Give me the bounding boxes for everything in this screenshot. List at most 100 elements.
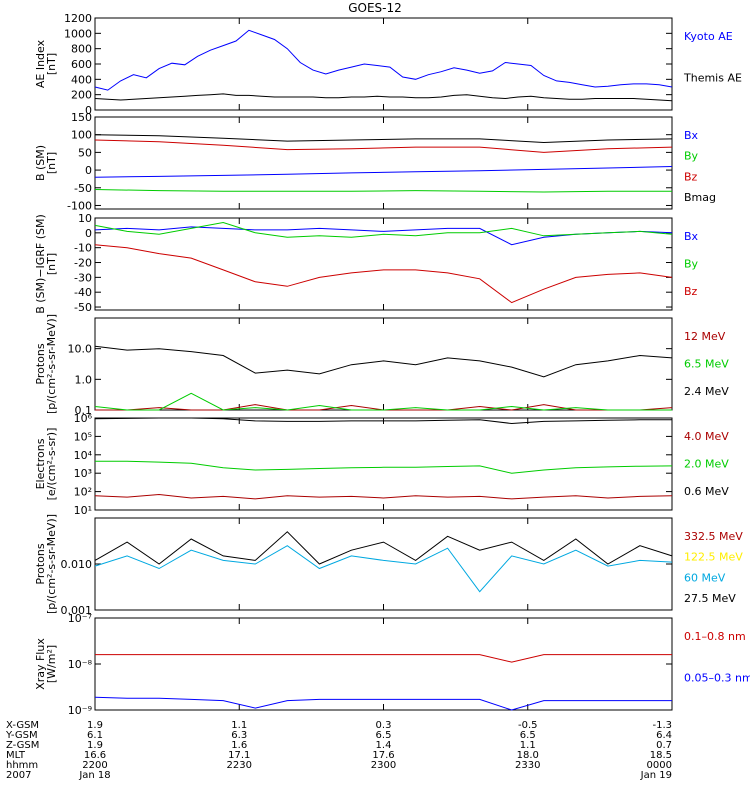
x-axis-table: X-GSM 1.9 1.1 0.3 -0.5 -1.3 Y-GSM 6.1 6.3 6.5 6.5 6…: [5, 720, 672, 781]
x-row-value: Jan 18: [78, 770, 110, 781]
legend-label: 0.1–0.8 nm: [684, 630, 746, 643]
x-row-value: 0.7: [656, 740, 672, 751]
series-line-themis-ae: [94, 93, 673, 102]
y-axis-label: [nT]: [45, 253, 58, 275]
series-line-bz: [94, 139, 673, 153]
legend-label: 6.5 MeV: [684, 358, 729, 371]
x-row-value: 1.9: [87, 740, 103, 751]
y-tick-label: -50: [74, 182, 92, 195]
panel-frame: [94, 517, 673, 611]
x-row-value: 6.5: [520, 730, 536, 741]
series-line-0-1-0-8-nm: [95, 654, 672, 663]
series-line-6-5-mev: [94, 392, 672, 411]
y-tick-label: 800: [71, 43, 92, 56]
series-line-bmag: [94, 134, 673, 144]
panel-frame: [94, 617, 673, 711]
x-row-value: 6.1: [87, 730, 103, 741]
legend-label: Bz: [684, 170, 698, 183]
chart-panel-7: 10⁻⁹ 10⁻⁸ 10⁻⁷ Xray Flux[W/m²] 0.1–0.8 nm 0.0…: [34, 612, 750, 717]
y-tick-label: 400: [71, 73, 92, 86]
y-tick-label: 0: [85, 227, 92, 240]
x-row-value: 2200: [82, 760, 107, 771]
series-line-0-6-mev: [94, 417, 672, 425]
y-tick-label: 0: [85, 164, 92, 177]
legend-label: Bx: [684, 129, 699, 142]
y-tick-label: 200: [71, 89, 92, 102]
legend-label: Bz: [684, 285, 698, 298]
x-row-label: MLT: [6, 750, 26, 761]
legend-label: 4.0 MeV: [684, 430, 729, 443]
x-row-value: 6.5: [376, 730, 392, 741]
series-line-bx: [94, 166, 673, 178]
y-tick-label: -10: [74, 242, 92, 255]
series-line-bx: [94, 226, 673, 246]
y-axis-label: Protons: [34, 343, 47, 384]
y-axis-label: [nT]: [45, 152, 58, 174]
figure-title: GOES-12: [348, 1, 402, 15]
panel-frame: [94, 116, 673, 210]
y-tick-label: 10³: [74, 467, 92, 480]
y-axis-label: AE Index: [34, 39, 47, 88]
y-tick-label: 10⁵: [74, 430, 92, 443]
y-tick-label: 150: [71, 111, 92, 124]
series-line-27-5-mev: [94, 531, 673, 565]
y-axis-label: [nT]: [45, 53, 58, 75]
y-axis-label: B (SM)−IGRF (SM): [34, 214, 47, 314]
legend-label: 2.4 MeV: [684, 385, 729, 398]
y-tick-label: 1.0: [75, 373, 93, 386]
x-row-value: 0.3: [376, 720, 392, 731]
x-row-value: 2230: [227, 760, 252, 771]
y-tick-label: 10⁶: [74, 412, 93, 425]
y-tick-label: -50: [74, 301, 92, 314]
series-line-by: [94, 189, 672, 193]
x-row-value: 2300: [371, 760, 396, 771]
chart-panel-4: 0.1 1.0 10.0 Protons[p/(cm²-s-sr-MeV)] 12 Me…: [34, 314, 729, 417]
x-row-value: 6.3: [231, 730, 247, 741]
y-tick-label: 0: [85, 104, 92, 117]
series-line-bz: [94, 244, 673, 304]
x-row-value: 16.6: [84, 750, 106, 761]
x-row-value: -0.5: [518, 720, 538, 731]
chart-panel-3: -50 -40 -30-20 -10 0 10 B (SM)−IGRF (SM)[nT] Bx…: [34, 212, 699, 314]
legend-label: Kyoto AE: [684, 30, 733, 43]
series-line-60-mev: [94, 545, 673, 593]
y-axis-label: Electrons: [34, 438, 47, 489]
legend-label: By: [684, 258, 699, 271]
series-line-by: [94, 221, 673, 238]
y-axis-label: [e/(cm²-s-sr)]: [45, 428, 58, 501]
legend-label: By: [684, 150, 699, 163]
x-row-value: 1.1: [520, 740, 536, 751]
y-tick-label: 10.0: [68, 343, 93, 356]
y-tick-label: 50: [78, 146, 92, 159]
x-row-value: 6.4: [656, 730, 672, 741]
y-tick-label: 10⁻⁷: [68, 612, 92, 625]
legend-label: 2.0 MeV: [684, 458, 729, 471]
y-tick-label: 10: [78, 212, 92, 225]
x-row-value: Jan 19: [640, 770, 672, 781]
y-axis-label: Protons: [34, 543, 47, 584]
y-tick-label: 10⁻⁹: [68, 704, 92, 717]
y-tick-label: 0.001: [61, 604, 93, 617]
legend-label: 27.5 MeV: [684, 592, 736, 605]
series-line-kyoto-ae: [94, 29, 673, 91]
legend-label: 12 MeV: [684, 330, 726, 343]
legend-label: 332.5 MeV: [684, 530, 743, 543]
x-row-value: -1.3: [652, 720, 672, 731]
y-tick-label: 100: [71, 129, 92, 142]
y-tick-label: 1000: [64, 27, 92, 40]
y-tick-label: 10²: [74, 486, 92, 499]
x-row-label: 2007: [6, 770, 31, 781]
legend-label: 0.6 MeV: [684, 485, 729, 498]
legend-label: 122.5 MeV: [684, 551, 743, 564]
series-line-0-05-0-3-nm: [94, 696, 672, 711]
y-axis-label: B (SM): [34, 145, 47, 181]
legend-label: 60 MeV: [684, 571, 726, 584]
chart-panel-2: -100 -50 0 50 100 150 B (SM)[nT] Bx By Bz Bmag: [34, 111, 716, 212]
x-row-value: 1.4: [376, 740, 392, 751]
x-row-value: 17.6: [372, 750, 394, 761]
legend-label: Themis AE: [683, 71, 742, 84]
y-tick-label: 10¹: [74, 504, 92, 517]
y-axis-label: [p/(cm²-s-sr-MeV)]: [45, 514, 58, 614]
